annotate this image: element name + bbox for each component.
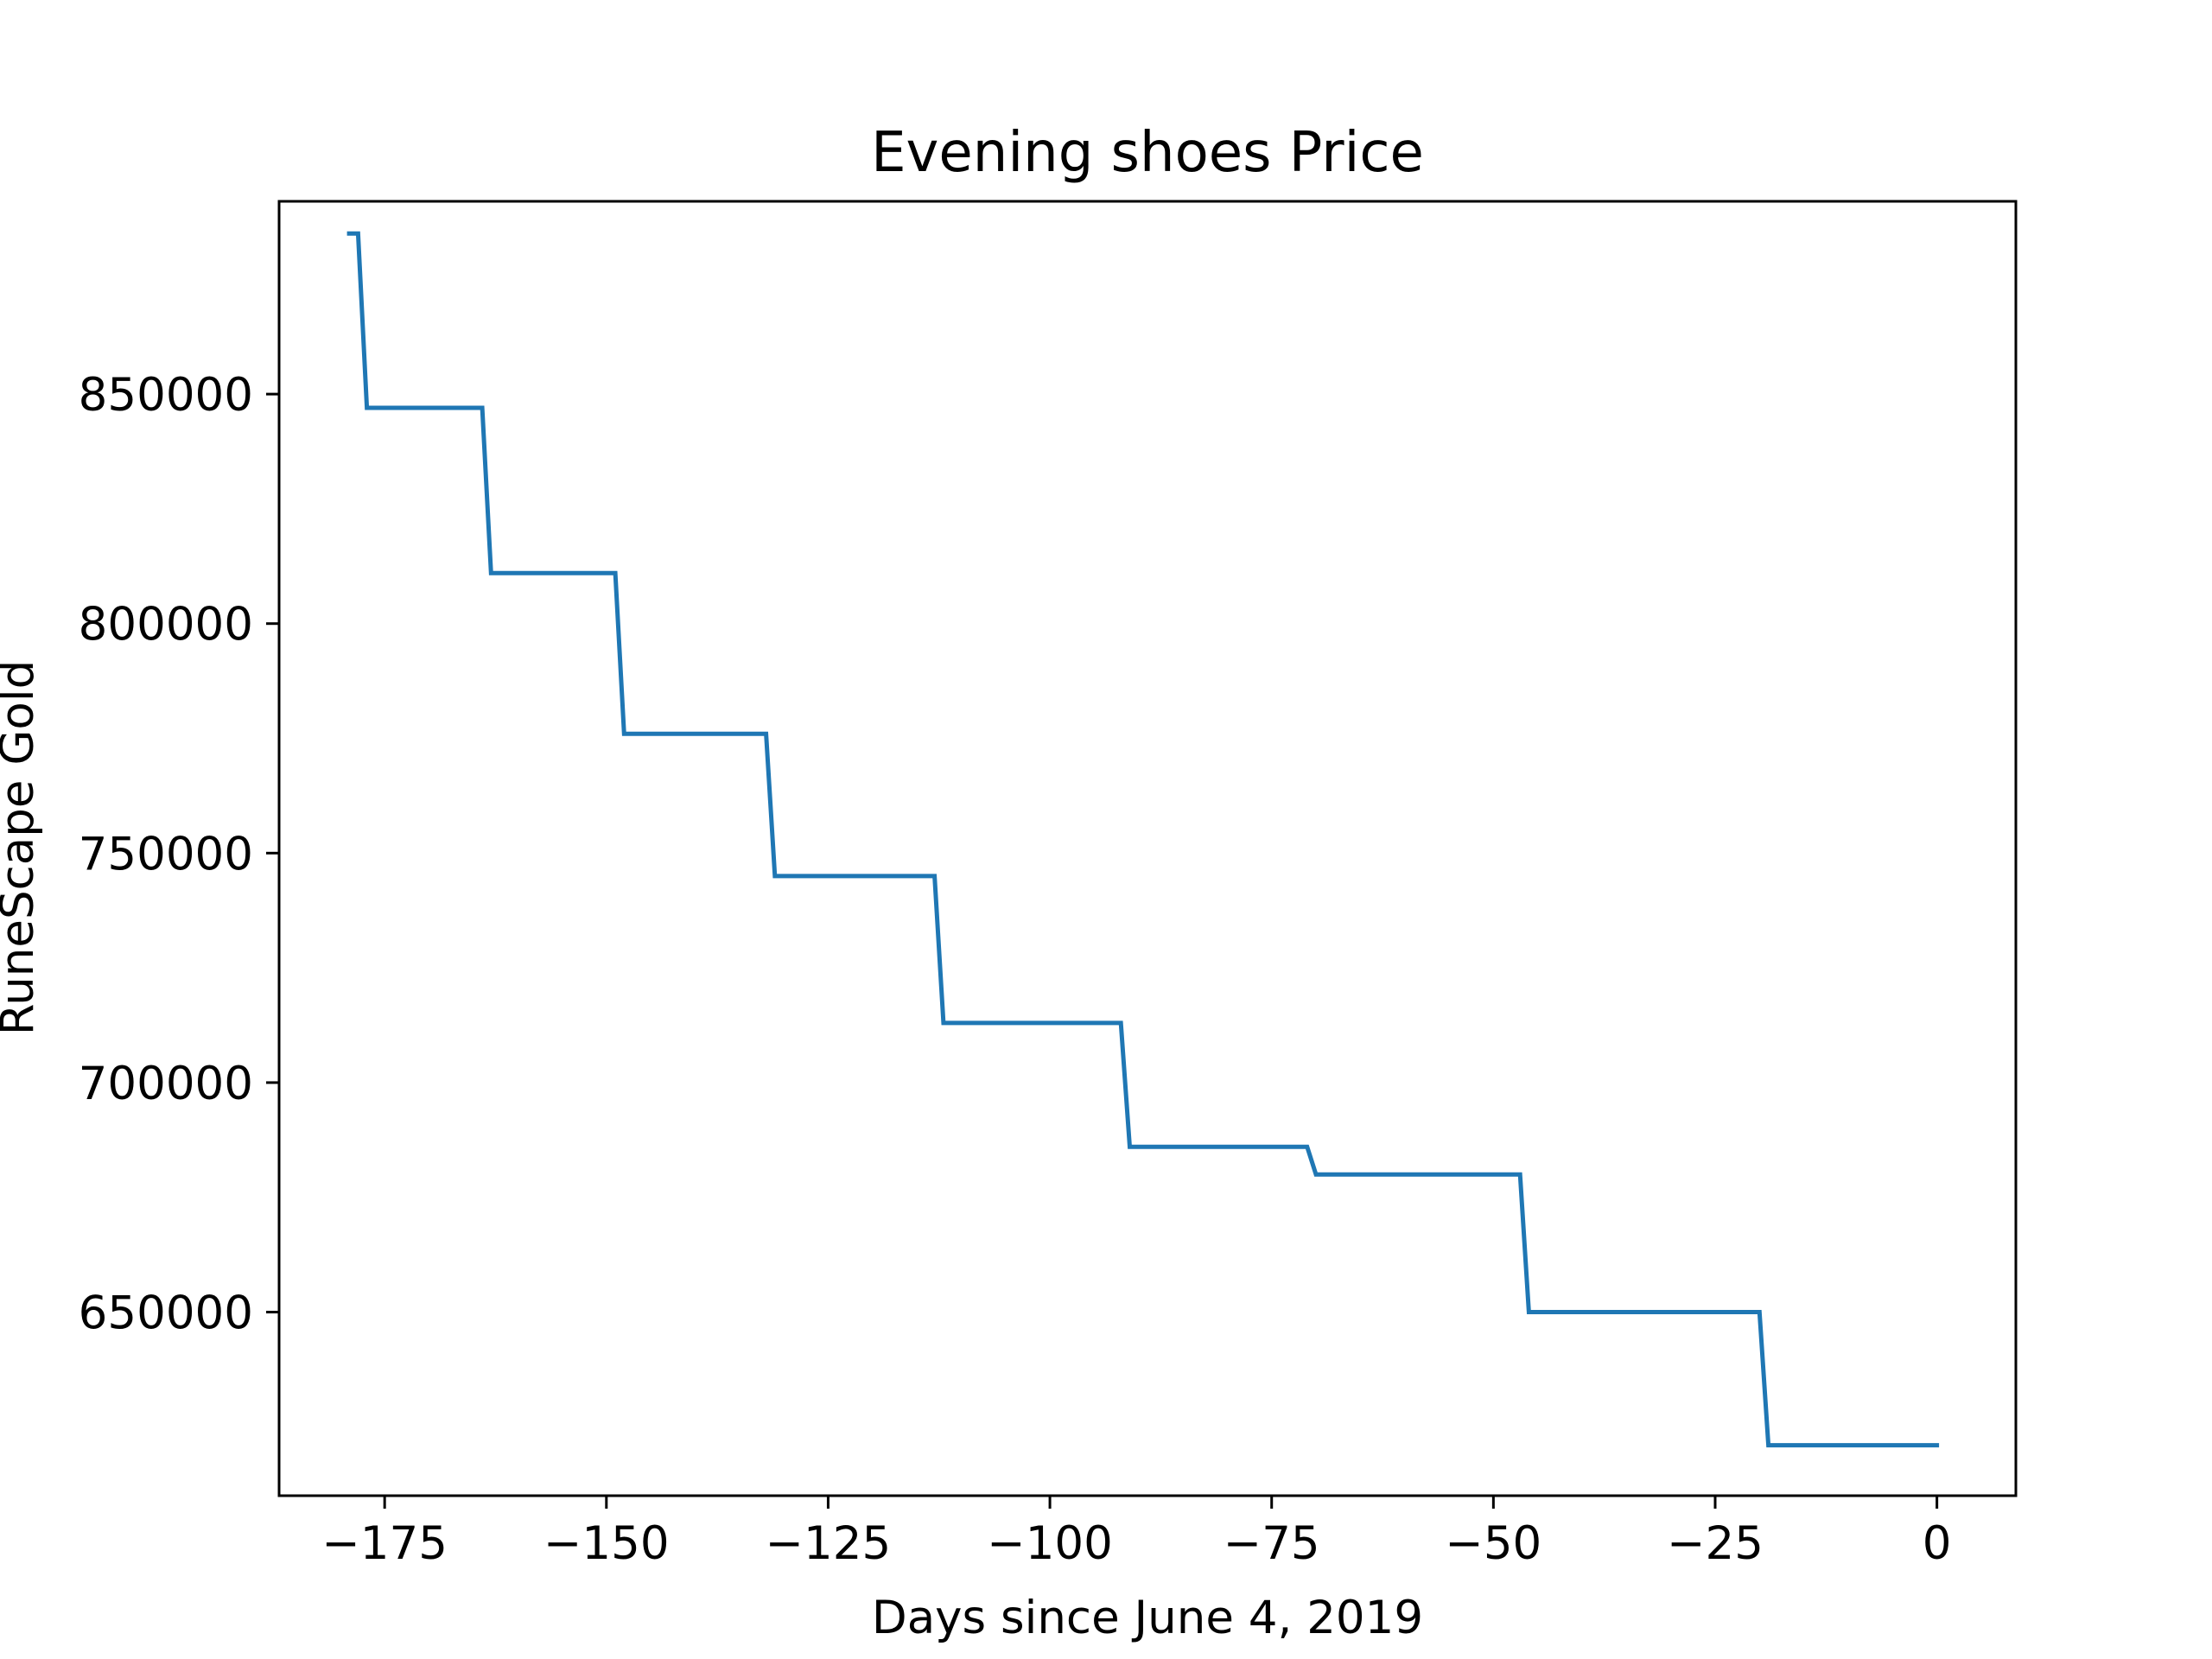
plot-area: −175 −150 −125 −100 −75 −50 −25 0 650000 700000 75…: [79, 200, 2018, 1570]
x-tick-label: −175: [321, 1517, 448, 1570]
x-tick-label: −100: [987, 1517, 1113, 1570]
x-tick-label: −150: [543, 1517, 670, 1570]
series-line-0: [346, 231, 1940, 1448]
x-tick-label: −50: [1445, 1517, 1541, 1570]
y-tick-label: 650000: [79, 1287, 253, 1340]
y-tick-label: 850000: [79, 369, 253, 422]
x-tick-label: −75: [1224, 1517, 1320, 1570]
y-tick-label: 700000: [79, 1058, 253, 1110]
x-axis-label: Days since June 4, 2019: [872, 1592, 1423, 1644]
axes-frame: [277, 200, 2018, 1497]
x-tick-label: 0: [1923, 1517, 1952, 1570]
y-tick-label: 750000: [79, 828, 253, 880]
y-axis-label: RuneScape Gold: [0, 660, 44, 1035]
chart-title: Evening shoes Price: [871, 121, 1424, 185]
y-tick-label: 800000: [79, 599, 253, 652]
x-tick-label: −25: [1667, 1517, 1764, 1570]
x-tick-label: −125: [766, 1517, 892, 1570]
